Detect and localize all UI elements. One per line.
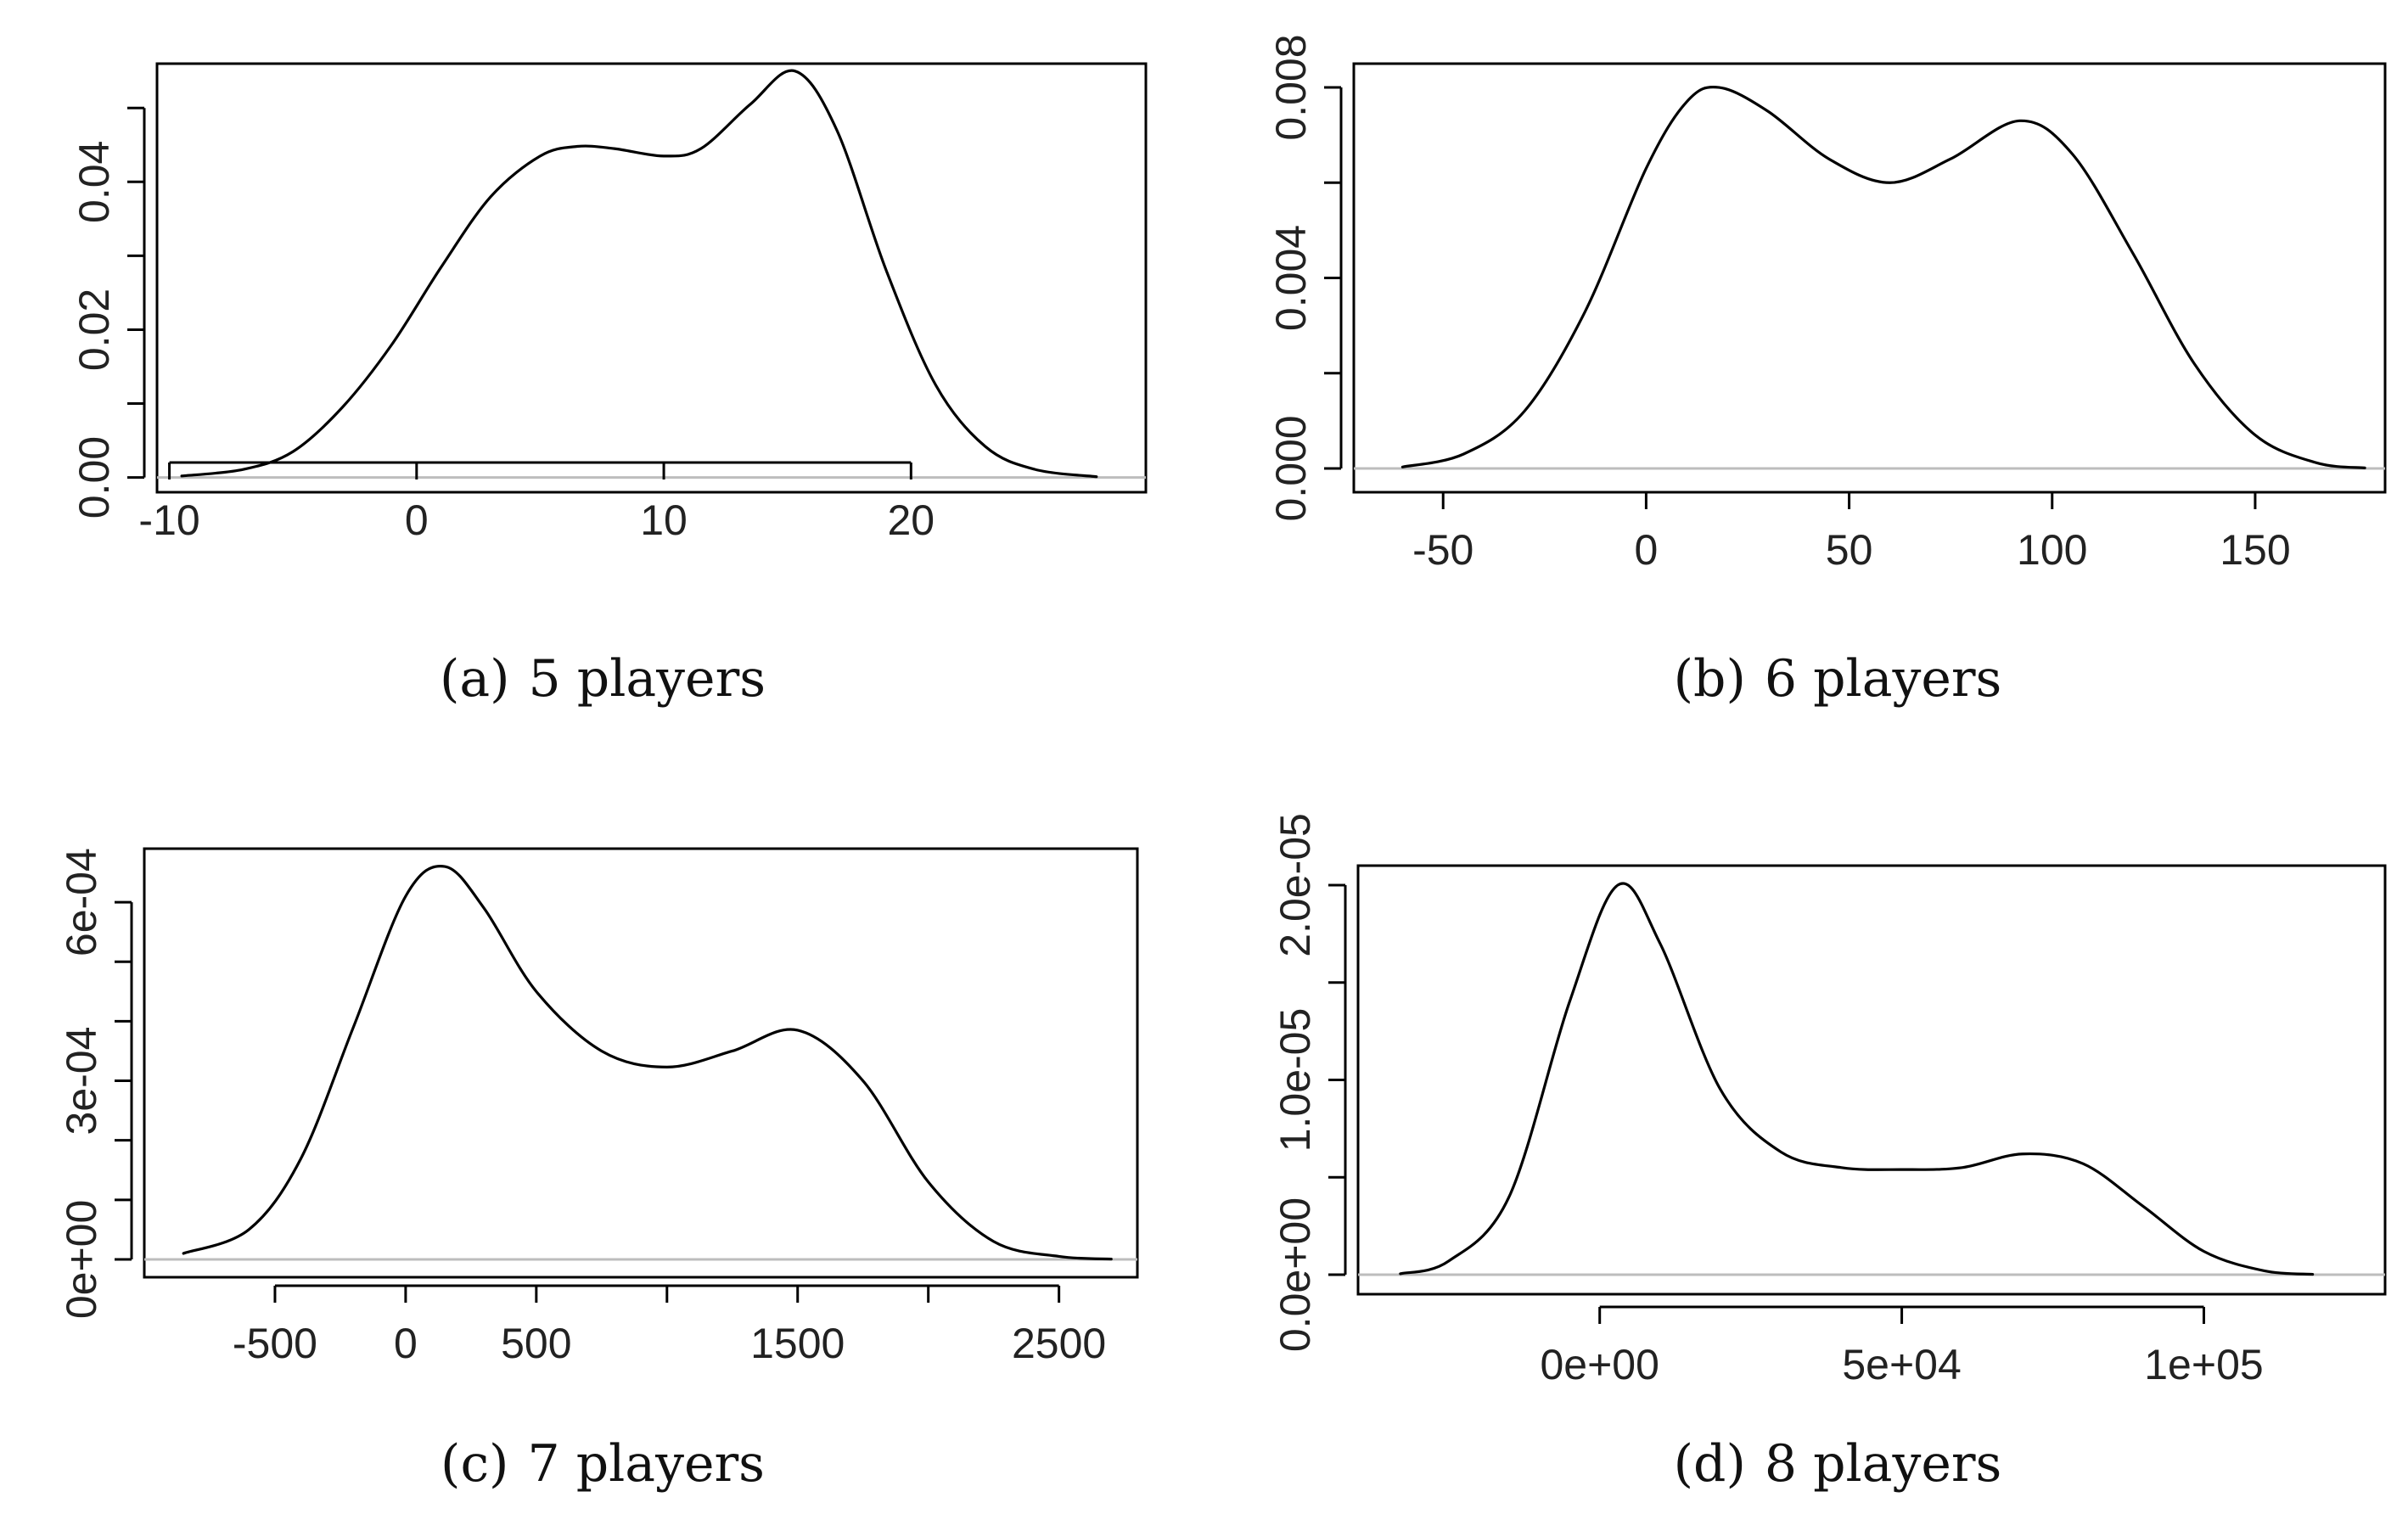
chart-panel-4: 0e+00 5e+04 1e+05 0.0e+00 1.0e-05 2.0e-05 (d) 8… <box>1271 813 2387 1494</box>
plot-frame <box>1356 864 2387 1296</box>
caption-text: 6 players <box>1765 649 2002 709</box>
x-tick-label: -500 <box>233 1320 317 1367</box>
x-tick-label: -10 <box>138 496 199 544</box>
chart-panel-3: -500 0 500 1500 2500 0e+00 3e-04 6e-04 (c) 7 play… <box>58 847 1139 1494</box>
y-tick-label: 3e-04 <box>58 1027 105 1136</box>
caption-label: (d) <box>1674 1434 1746 1494</box>
x-tick-label: 500 <box>501 1320 571 1367</box>
caption-label: (b) <box>1674 649 1746 709</box>
x-tick-label: 0 <box>394 1320 418 1367</box>
x-tick-label: 2500 <box>1012 1320 1106 1367</box>
x-tick-label: 0 <box>405 496 429 544</box>
x-tick-label: 1e+05 <box>2144 1341 2263 1388</box>
caption-label: (c) <box>441 1434 508 1494</box>
y-tick-label: 0.000 <box>1267 415 1315 521</box>
y-tick-label: 0.008 <box>1267 34 1315 140</box>
panel-caption: (d) 8 players <box>1674 1434 2002 1494</box>
y-tick-label: 6e-04 <box>58 848 105 956</box>
x-tick-label: 0e+00 <box>1540 1341 1659 1388</box>
chart-panel-1: -10 0 10 20 0.00 0.02 0.04 (a) 5 players <box>70 62 1148 709</box>
plot-frame <box>143 847 1139 1279</box>
x-tick-label: 10 <box>640 496 688 544</box>
panel-caption: (b) 6 players <box>1674 649 2002 709</box>
density-curve <box>1399 882 2315 1276</box>
density-curve <box>180 69 1098 479</box>
caption-text: 5 players <box>529 649 766 709</box>
y-tick-label: 0.004 <box>1267 225 1315 331</box>
y-tick-label: 0.0e+00 <box>1271 1197 1319 1352</box>
caption-label: (a) <box>440 649 510 709</box>
y-tick-label: 0e+00 <box>58 1200 105 1319</box>
y-tick-label: 0.00 <box>70 436 118 519</box>
y-tick-label: 0.04 <box>70 141 118 223</box>
x-tick-label: 0 <box>1635 526 1659 574</box>
x-tick-label: 20 <box>888 496 935 544</box>
density-curve <box>1400 85 2366 469</box>
panel-caption: (c) 7 players <box>441 1434 765 1494</box>
x-tick-label: 50 <box>1826 526 1873 574</box>
plot-frame <box>155 62 1148 494</box>
caption-text: 8 players <box>1765 1434 2002 1494</box>
chart-panel-2: -50 0 50 100 150 0.000 0.004 0.008 (b) 6 players <box>1267 34 2387 709</box>
y-tick-label: 1.0e-05 <box>1271 1008 1319 1152</box>
x-tick-label: 1500 <box>750 1320 845 1367</box>
y-tick-label: 0.02 <box>70 289 118 371</box>
x-tick-label: 150 <box>2220 526 2290 574</box>
caption-text: 7 players <box>527 1434 765 1494</box>
x-tick-label: 5e+04 <box>1842 1341 1961 1388</box>
x-tick-label: 100 <box>2017 526 2087 574</box>
x-tick-label: -50 <box>1412 526 1473 574</box>
panel-caption: (a) 5 players <box>440 649 766 709</box>
density-curve <box>182 864 1113 1261</box>
y-tick-label: 2.0e-05 <box>1271 813 1319 957</box>
